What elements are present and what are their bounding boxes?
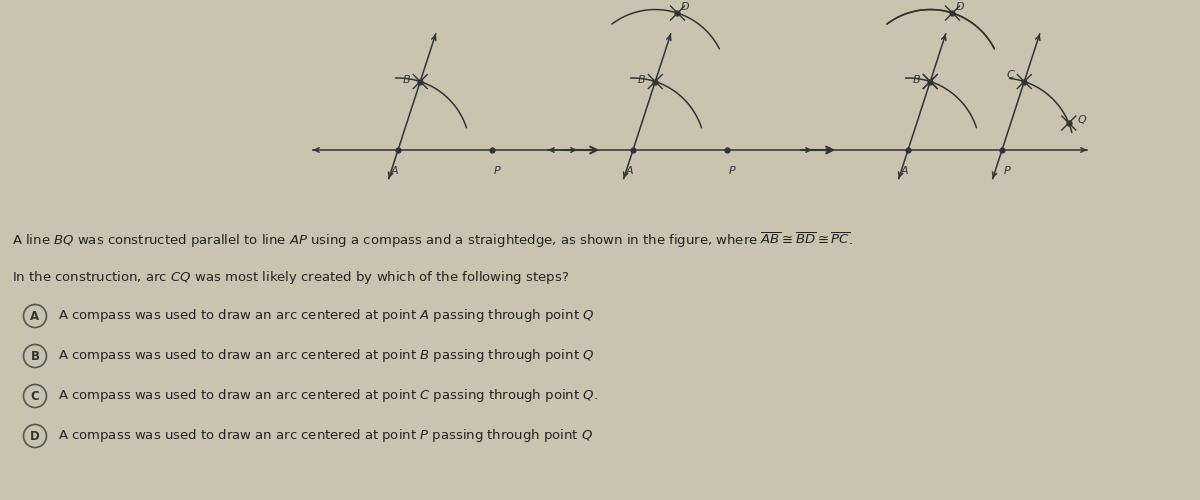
Text: $Q$: $Q$ <box>1076 112 1087 126</box>
Text: $B$: $B$ <box>637 72 646 85</box>
Text: D: D <box>30 430 40 442</box>
Text: $P$: $P$ <box>1003 164 1012 176</box>
Text: $D$: $D$ <box>680 0 690 12</box>
Text: $D$: $D$ <box>955 0 966 12</box>
Text: A compass was used to draw an arc centered at point $B$ passing through point $Q: A compass was used to draw an arc center… <box>58 348 594 364</box>
Text: $B$: $B$ <box>912 72 920 85</box>
Text: $P$: $P$ <box>493 164 502 176</box>
Text: $A$: $A$ <box>625 164 635 176</box>
Text: $P$: $P$ <box>727 164 737 176</box>
Text: C: C <box>31 390 40 402</box>
Text: $A$: $A$ <box>900 164 910 176</box>
Text: A compass was used to draw an arc centered at point $A$ passing through point $Q: A compass was used to draw an arc center… <box>58 308 594 324</box>
Text: In the construction, arc $CQ$ was most likely created by which of the following : In the construction, arc $CQ$ was most l… <box>12 270 569 286</box>
Text: $B$: $B$ <box>402 72 410 85</box>
Text: A line $BQ$ was constructed parallel to line $AP$ using a compass and a straight: A line $BQ$ was constructed parallel to … <box>12 230 853 250</box>
Text: $A$: $A$ <box>390 164 400 176</box>
Text: B: B <box>30 350 40 362</box>
Text: A compass was used to draw an arc centered at point $P$ passing through point $Q: A compass was used to draw an arc center… <box>58 428 593 444</box>
Text: A compass was used to draw an arc centered at point $C$ passing through point $Q: A compass was used to draw an arc center… <box>58 388 598 404</box>
Text: $C$: $C$ <box>1007 68 1016 80</box>
Text: A: A <box>30 310 40 322</box>
